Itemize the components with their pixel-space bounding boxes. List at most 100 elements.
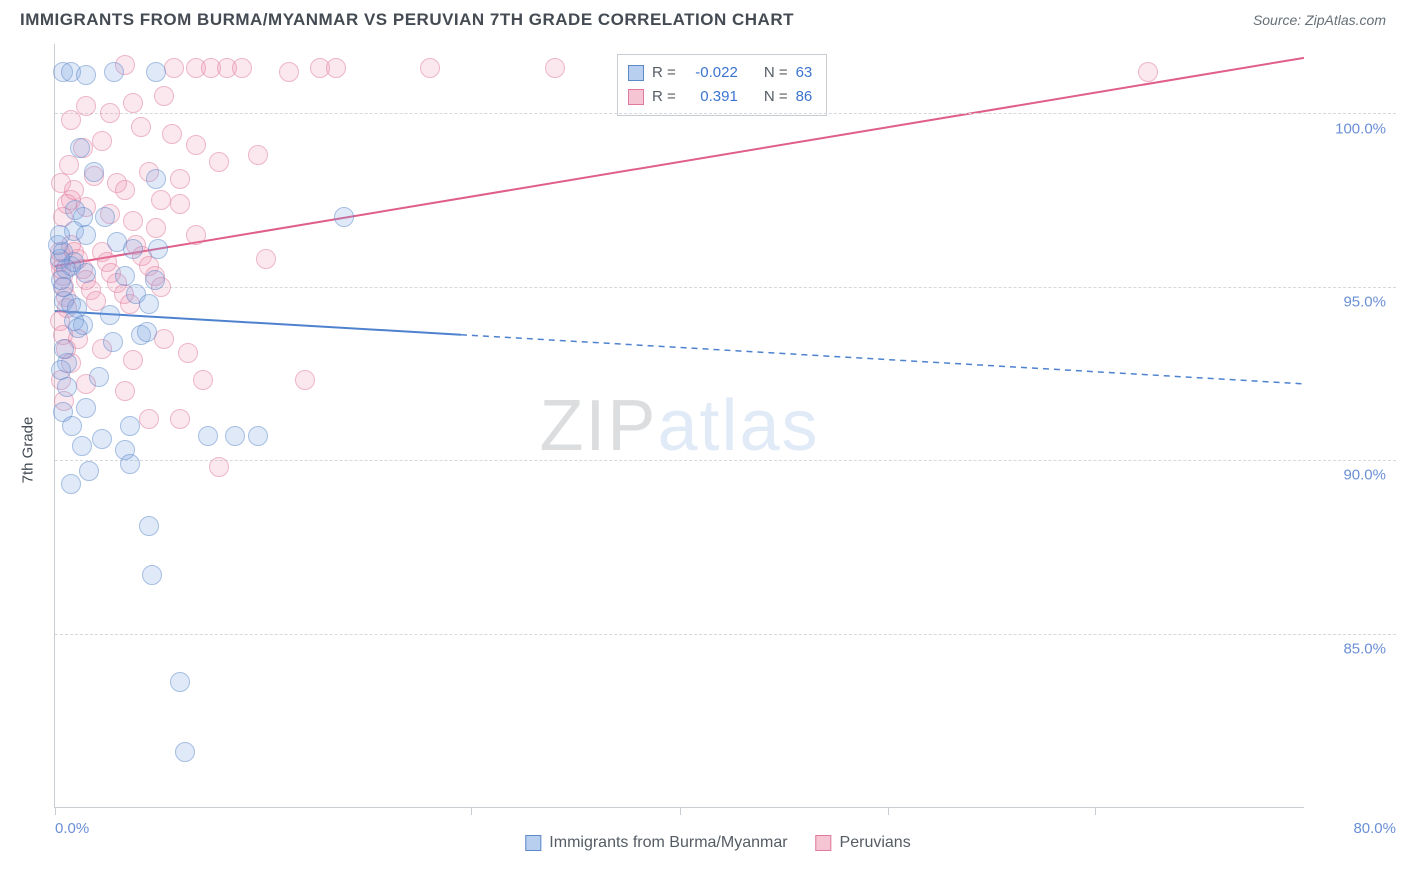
- data-point: [100, 305, 120, 325]
- data-point: [148, 239, 168, 259]
- gridline-h: [55, 634, 1396, 635]
- gridline-h: [55, 287, 1396, 288]
- data-point: [162, 124, 182, 144]
- x-tick: [680, 807, 681, 815]
- data-point: [154, 329, 174, 349]
- data-point: [1138, 62, 1158, 82]
- data-point: [100, 103, 120, 123]
- gridline-h: [55, 460, 1396, 461]
- data-point: [62, 416, 82, 436]
- watermark-part-a: ZIP: [539, 386, 657, 466]
- data-point: [115, 180, 135, 200]
- data-point: [79, 461, 99, 481]
- data-point: [76, 263, 96, 283]
- chart-title: IMMIGRANTS FROM BURMA/MYANMAR VS PERUVIA…: [20, 10, 794, 30]
- data-point: [57, 377, 77, 397]
- source-label: Source: ZipAtlas.com: [1253, 12, 1386, 28]
- data-point: [209, 457, 229, 477]
- data-point: [146, 169, 166, 189]
- watermark-part-b: atlas: [657, 386, 819, 466]
- data-point: [59, 155, 79, 175]
- data-point: [76, 65, 96, 85]
- data-point: [104, 62, 124, 82]
- watermark: ZIPatlas: [539, 385, 819, 467]
- data-point: [146, 62, 166, 82]
- data-point: [326, 58, 346, 78]
- data-point: [232, 58, 252, 78]
- data-point: [420, 58, 440, 78]
- data-point: [76, 398, 96, 418]
- data-point: [115, 381, 135, 401]
- data-point: [84, 162, 104, 182]
- x-max-label: 80.0%: [1353, 820, 1396, 837]
- data-point: [175, 742, 195, 762]
- data-point: [120, 454, 140, 474]
- data-point: [139, 516, 159, 536]
- data-point: [123, 239, 143, 259]
- chart-area: 7th Grade ZIPatlas R = -0.022 N = 63 R =…: [40, 44, 1396, 856]
- data-point: [193, 370, 213, 390]
- data-point: [145, 270, 165, 290]
- data-point: [76, 225, 96, 245]
- r-label: R =: [652, 61, 676, 85]
- data-point: [186, 135, 206, 155]
- data-point: [154, 86, 174, 106]
- n-label: N =: [764, 61, 788, 85]
- data-point: [131, 117, 151, 137]
- data-point: [89, 367, 109, 387]
- data-point: [170, 672, 190, 692]
- data-point: [170, 169, 190, 189]
- data-point: [51, 270, 71, 290]
- gridline-h: [55, 113, 1396, 114]
- y-axis-label: 7th Grade: [20, 417, 37, 484]
- data-point: [92, 131, 112, 151]
- data-point: [139, 294, 159, 314]
- data-point: [76, 96, 96, 116]
- data-point: [545, 58, 565, 78]
- data-point: [70, 138, 90, 158]
- data-point: [170, 194, 190, 214]
- data-point: [295, 370, 315, 390]
- x-tick: [55, 807, 56, 815]
- data-point: [248, 145, 268, 165]
- y-tick-label: 100.0%: [1335, 120, 1386, 137]
- x-tick: [888, 807, 889, 815]
- data-point: [123, 93, 143, 113]
- x-min-label: 0.0%: [55, 820, 89, 837]
- y-tick-label: 95.0%: [1343, 294, 1386, 311]
- stats-row-series-a: R = -0.022 N = 63: [628, 61, 812, 85]
- swatch-icon: [816, 835, 832, 851]
- data-point: [198, 426, 218, 446]
- data-point: [186, 225, 206, 245]
- plot-area: ZIPatlas R = -0.022 N = 63 R = 0.391 N =…: [54, 44, 1304, 808]
- swatch-icon: [628, 89, 644, 105]
- data-point: [209, 152, 229, 172]
- r-label: R =: [652, 85, 676, 109]
- n-value: 86: [796, 85, 813, 109]
- r-value: 0.391: [684, 85, 738, 109]
- data-point: [61, 110, 81, 130]
- legend-label: Peruvians: [840, 834, 911, 852]
- r-value: -0.022: [684, 61, 738, 85]
- data-point: [68, 318, 88, 338]
- legend-item-a: Immigrants from Burma/Myanmar: [525, 834, 787, 852]
- stats-legend-box: R = -0.022 N = 63 R = 0.391 N = 86: [617, 54, 827, 116]
- data-point: [92, 429, 112, 449]
- data-point: [123, 350, 143, 370]
- data-point: [72, 436, 92, 456]
- chart-header: IMMIGRANTS FROM BURMA/MYANMAR VS PERUVIA…: [0, 0, 1406, 38]
- data-point: [334, 207, 354, 227]
- legend-item-b: Peruvians: [816, 834, 911, 852]
- n-value: 63: [796, 61, 813, 85]
- legend-label: Immigrants from Burma/Myanmar: [549, 834, 787, 852]
- swatch-icon: [628, 65, 644, 81]
- x-tick: [471, 807, 472, 815]
- data-point: [178, 343, 198, 363]
- data-point: [248, 426, 268, 446]
- trend-lines: [55, 44, 1304, 807]
- data-point: [164, 58, 184, 78]
- data-point: [151, 190, 171, 210]
- data-point: [50, 225, 70, 245]
- y-tick-label: 85.0%: [1343, 640, 1386, 657]
- x-tick: [1095, 807, 1096, 815]
